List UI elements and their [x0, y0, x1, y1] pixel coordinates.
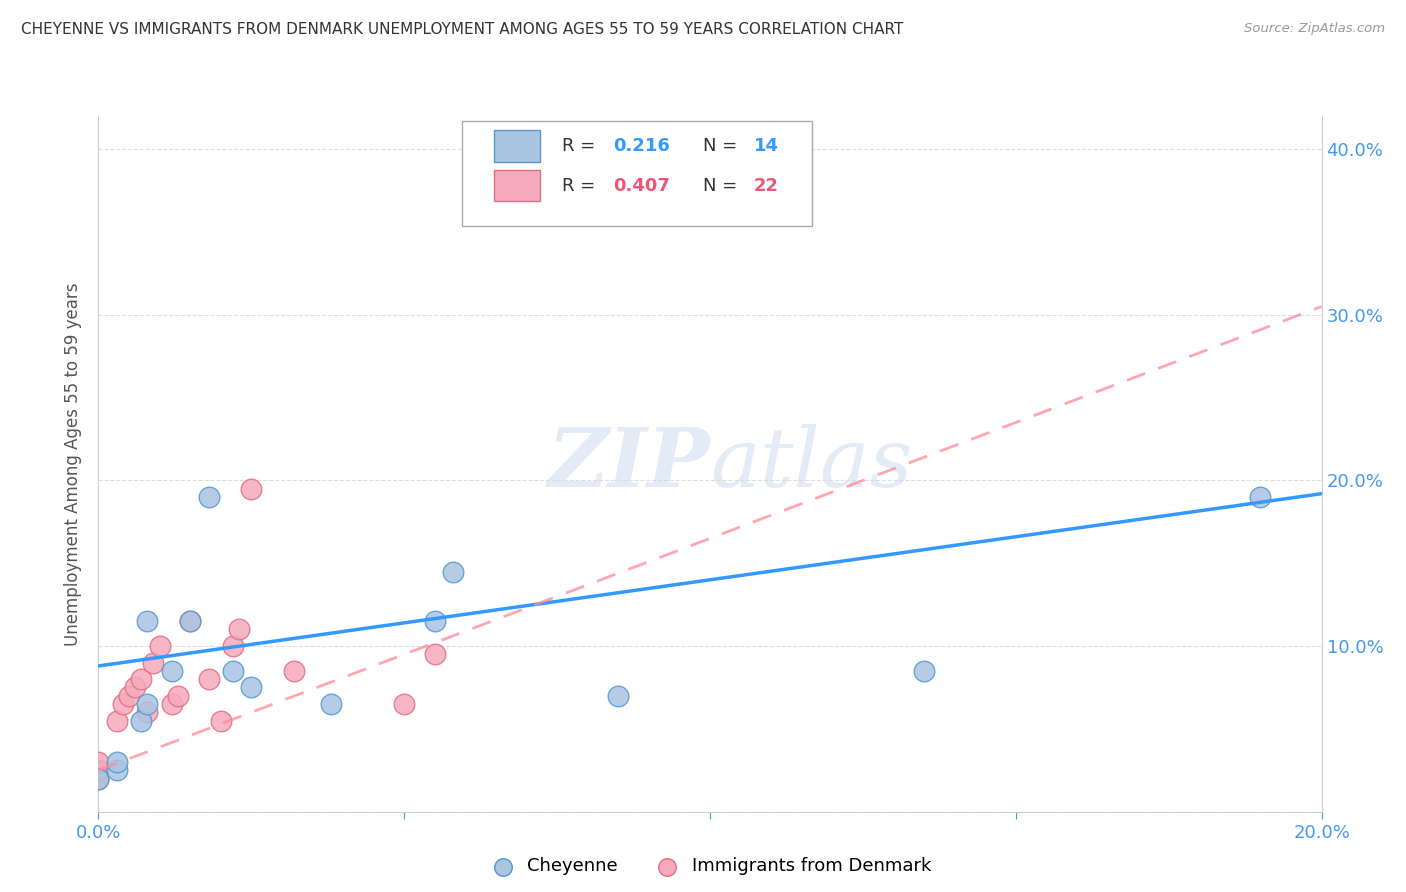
Point [423, 648, 446, 662]
Point [160, 664, 183, 678]
Point [1249, 490, 1271, 504]
Legend: Cheyenne, Immigrants from Denmark: Cheyenne, Immigrants from Denmark [482, 850, 938, 883]
Point [319, 697, 342, 711]
Text: 22: 22 [754, 177, 779, 194]
Point [167, 689, 190, 703]
Y-axis label: Unemployment Among Ages 55 to 59 years: Unemployment Among Ages 55 to 59 years [65, 282, 83, 646]
Point [105, 714, 128, 728]
Point [441, 565, 464, 579]
Point [912, 664, 935, 678]
Point [87, 772, 110, 786]
Point [160, 697, 183, 711]
Point [105, 764, 128, 778]
Point [392, 697, 416, 711]
Text: CHEYENNE VS IMMIGRANTS FROM DENMARK UNEMPLOYMENT AMONG AGES 55 TO 59 YEARS CORRE: CHEYENNE VS IMMIGRANTS FROM DENMARK UNEM… [21, 22, 904, 37]
FancyBboxPatch shape [494, 169, 540, 202]
Point [423, 614, 446, 628]
Point [209, 714, 232, 728]
Text: Source: ZipAtlas.com: Source: ZipAtlas.com [1244, 22, 1385, 36]
Point [129, 714, 152, 728]
Point [111, 697, 134, 711]
Text: 0.407: 0.407 [613, 177, 671, 194]
Point [149, 639, 172, 653]
Point [179, 614, 201, 628]
Point [283, 664, 305, 678]
Point [124, 681, 146, 695]
Point [240, 482, 263, 496]
Point [222, 639, 245, 653]
Point [118, 689, 141, 703]
Point [87, 772, 110, 786]
Point [197, 672, 219, 686]
Text: atlas: atlas [710, 424, 912, 504]
Point [607, 689, 630, 703]
Text: ZIP: ZIP [547, 424, 710, 504]
Point [136, 614, 159, 628]
FancyBboxPatch shape [461, 120, 811, 226]
Point [228, 623, 250, 637]
Point [240, 681, 263, 695]
Point [129, 672, 152, 686]
Text: 14: 14 [754, 136, 779, 155]
Text: R =: R = [562, 177, 600, 194]
Point [222, 664, 245, 678]
Point [105, 755, 128, 769]
Point [136, 706, 159, 720]
Point [87, 764, 110, 778]
Point [136, 697, 159, 711]
FancyBboxPatch shape [494, 130, 540, 161]
Point [197, 490, 219, 504]
Point [179, 614, 201, 628]
Text: R =: R = [562, 136, 600, 155]
Text: N =: N = [703, 136, 742, 155]
Text: 0.216: 0.216 [613, 136, 671, 155]
Text: N =: N = [703, 177, 742, 194]
Point [142, 656, 165, 670]
Point [87, 755, 110, 769]
